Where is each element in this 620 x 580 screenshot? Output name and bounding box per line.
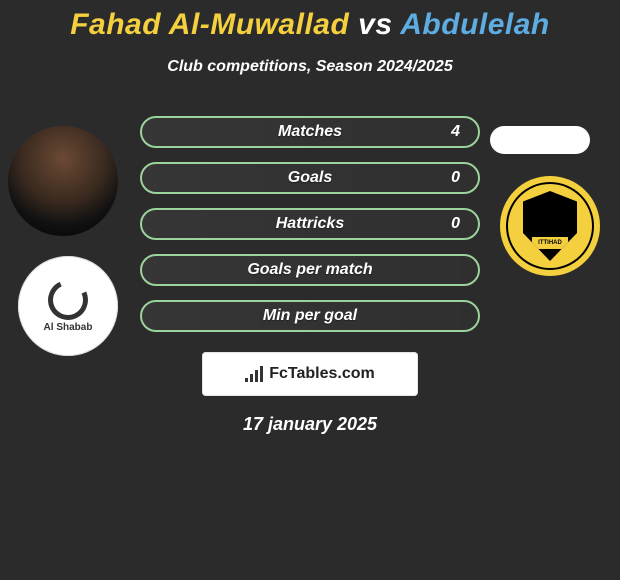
vs-label: vs (358, 8, 392, 41)
player2-avatar (490, 126, 590, 154)
page-title: Fahad Al-Muwallad vs Abdulelah (0, 8, 620, 42)
bar-chart-icon (245, 366, 263, 382)
player2-name: Abdulelah (400, 8, 550, 41)
stat-label: Goals (288, 169, 332, 187)
footer-date: 17 january 2025 (0, 414, 620, 435)
stat-value: 0 (451, 169, 460, 187)
player-face-icon (8, 126, 118, 236)
ittihad-logo-icon: ITTIHAD CLUB (520, 191, 580, 261)
subtitle: Club competitions, Season 2024/2025 (0, 58, 620, 76)
content-area: Al Shabab ITTIHAD CLUB Matches 4 Goals 0… (0, 116, 620, 435)
comparison-card: Fahad Al-Muwallad vs Abdulelah Club comp… (0, 0, 620, 435)
player2-club-badge-text: ITTIHAD CLUB (532, 237, 568, 249)
brand-badge[interactable]: FcTables.com (202, 352, 418, 396)
stat-row-goals: Goals 0 (140, 162, 480, 194)
stat-row-matches: Matches 4 (140, 116, 480, 148)
brand-name: FcTables.com (269, 365, 375, 383)
stat-row-goals-per-match: Goals per match (140, 254, 480, 286)
stat-label: Goals per match (247, 261, 372, 279)
bar-icon-bar (255, 370, 258, 382)
bar-icon-bar (250, 374, 253, 382)
player1-name: Fahad Al-Muwallad (70, 8, 349, 41)
bar-icon-bar (260, 366, 263, 382)
player1-avatar (8, 126, 118, 236)
stat-row-hattricks: Hattricks 0 (140, 208, 480, 240)
stat-rows: Matches 4 Goals 0 Hattricks 0 Goals per … (140, 116, 480, 332)
stat-value: 0 (451, 215, 460, 233)
player2-club-logo: ITTIHAD CLUB (500, 176, 600, 276)
player1-club-name: Al Shabab (44, 322, 93, 333)
stat-label: Min per goal (263, 307, 357, 325)
alshabab-logo-icon (42, 274, 93, 325)
stat-label: Matches (278, 123, 342, 141)
stat-value: 4 (451, 123, 460, 141)
stat-row-min-per-goal: Min per goal (140, 300, 480, 332)
bar-icon-bar (245, 378, 248, 382)
player1-club-logo: Al Shabab (18, 256, 118, 356)
stat-label: Hattricks (276, 215, 344, 233)
